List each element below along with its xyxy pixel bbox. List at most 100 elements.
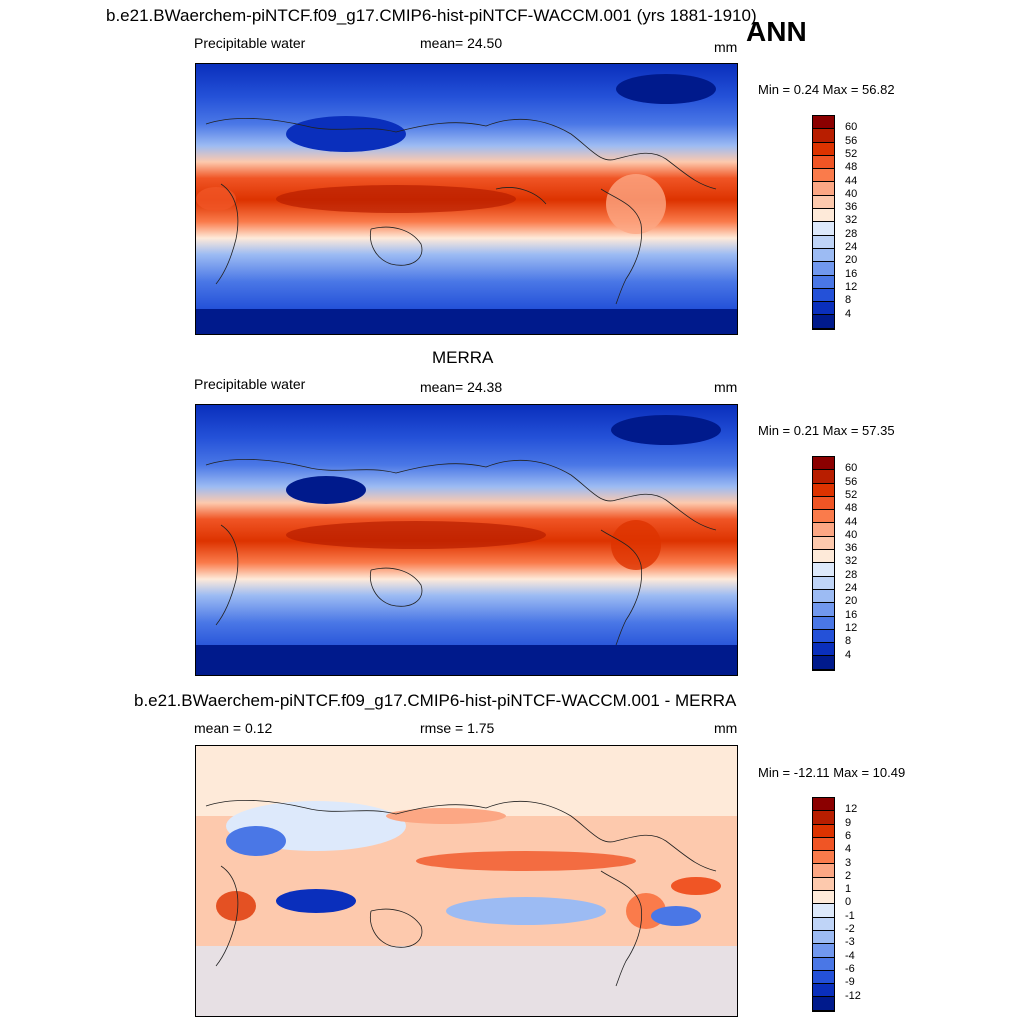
colorbar-swatch: [813, 209, 834, 223]
colorbar-swatch: [813, 798, 834, 812]
colorbar-tick-label: 8: [845, 635, 852, 648]
colorbar-tick-label: 8: [845, 294, 852, 307]
colorbar-tick-label: 1: [845, 883, 852, 896]
colorbar-swatch: [813, 656, 834, 670]
colorbar-tick-label: -4: [845, 949, 855, 962]
colorbar-tick-label: 4: [845, 307, 852, 320]
panel1-map: [195, 63, 738, 335]
colorbar-tick-label: 4: [845, 648, 852, 661]
colorbar-tick-label: 44: [845, 174, 858, 187]
panel3-units: mm: [714, 720, 738, 736]
colorbar-tick-label: 28: [845, 227, 858, 240]
colorbar-swatch: [813, 315, 834, 329]
colorbar-tick-label: -1: [845, 909, 855, 922]
colorbar-tick-label: 60: [845, 462, 858, 475]
colorbar-swatch: [813, 563, 834, 577]
colorbar-swatch: [813, 169, 834, 183]
colorbar-swatch: [813, 877, 834, 892]
panel1-variable: Precipitable water: [194, 35, 306, 51]
panel2-mean: mean= 24.38: [420, 379, 503, 395]
panel3-map: [195, 745, 738, 1017]
colorbar-swatch: [813, 824, 834, 838]
colorbar-swatch: [813, 589, 834, 604]
colorbar-swatch: [813, 917, 834, 931]
panel1-mean: mean= 24.50: [420, 35, 503, 51]
colorbar-tick-label: 36: [845, 201, 858, 214]
colorbar-tick-label: 6: [845, 829, 852, 842]
colorbar-swatch: [813, 864, 834, 878]
panel2-title: MERRA: [432, 348, 494, 367]
colorbar-tick-label: 48: [845, 502, 858, 515]
colorbar-swatch: [813, 248, 834, 263]
colorbar-tick-label: 36: [845, 542, 858, 555]
panel2-variable: Precipitable water: [194, 376, 306, 392]
colorbar-swatch: [813, 851, 834, 865]
colorbar-tick-label: 16: [845, 608, 858, 621]
colorbar-tick-label: 40: [845, 187, 858, 200]
colorbar-swatch: [813, 275, 834, 289]
colorbar-tick-label: 48: [845, 161, 858, 174]
panel2-units: mm: [714, 379, 738, 395]
colorbar-swatch: [813, 195, 834, 210]
colorbar-swatch: [813, 629, 834, 644]
colorbar-swatch: [813, 182, 834, 196]
colorbar-swatch: [813, 944, 834, 958]
colorbar-tick-label: -6: [845, 962, 855, 975]
colorbar-tick-label: -3: [845, 936, 855, 949]
colorbar-tick-label: 4: [845, 843, 852, 856]
colorbar-swatch: [813, 116, 834, 130]
colorbar-swatch: [813, 616, 834, 630]
panel3-rmse: rmse = 1.75: [420, 720, 495, 736]
figure-title: b.e21.BWaerchem-piNTCF.f09_g17.CMIP6-his…: [106, 6, 757, 25]
colorbar-swatch: [813, 970, 834, 985]
colorbar-tick-label: 32: [845, 555, 858, 568]
colorbar-tick-label: 40: [845, 528, 858, 541]
colorbar-swatch: [813, 957, 834, 971]
colorbar-tick-label: 32: [845, 214, 858, 227]
colorbar-swatch: [813, 235, 834, 249]
colorbar-tick-label: 56: [845, 134, 858, 147]
panel3-colorbar: [812, 797, 835, 1012]
colorbar-tick-label: 52: [845, 488, 858, 501]
colorbar-tick-label: -12: [845, 989, 861, 1002]
colorbar-tick-label: -9: [845, 976, 855, 989]
colorbar-tick-label: 12: [845, 803, 858, 816]
colorbar-tick-label: 2: [845, 869, 852, 882]
colorbar-swatch: [813, 536, 834, 551]
colorbar-swatch: [813, 288, 834, 303]
colorbar-swatch: [813, 576, 834, 590]
colorbar-swatch: [813, 470, 834, 484]
colorbar-tick-label: 3: [845, 856, 852, 869]
panel1-colorbar: [812, 115, 835, 330]
colorbar-tick-label: 28: [845, 568, 858, 581]
colorbar-swatch: [813, 643, 834, 657]
colorbar-swatch: [813, 155, 834, 170]
colorbar-swatch: [813, 302, 834, 316]
colorbar-swatch: [813, 997, 834, 1011]
colorbar-tick-label: 12: [845, 621, 858, 634]
colorbar-swatch: [813, 603, 834, 617]
colorbar-tick-label: 12: [845, 280, 858, 293]
colorbar-tick-label: 52: [845, 147, 858, 160]
panel3-title: b.e21.BWaerchem-piNTCF.f09_g17.CMIP6-his…: [134, 691, 737, 710]
colorbar-swatch: [813, 510, 834, 524]
season-label: ANN: [746, 16, 807, 47]
colorbar-swatch: [813, 483, 834, 497]
colorbar-swatch: [813, 222, 834, 236]
colorbar-swatch: [813, 930, 834, 945]
colorbar-tick-label: 16: [845, 267, 858, 280]
colorbar-tick-label: 24: [845, 241, 858, 253]
colorbar-tick-label: 44: [845, 515, 858, 528]
colorbar-swatch: [813, 550, 834, 564]
colorbar-tick-label: 0: [845, 896, 852, 909]
colorbar-swatch: [813, 457, 834, 471]
colorbar-swatch: [813, 129, 834, 143]
colorbar-swatch: [813, 496, 834, 511]
panel3-minmax: Min = -12.11 Max = 10.49: [758, 765, 906, 780]
panel3-mean: mean = 0.12: [194, 720, 273, 736]
colorbar-swatch: [813, 891, 834, 905]
colorbar-tick-label: 20: [845, 595, 858, 608]
colorbar-swatch: [813, 523, 834, 537]
colorbar-swatch: [813, 984, 834, 998]
colorbar-tick-label: 24: [845, 582, 858, 594]
